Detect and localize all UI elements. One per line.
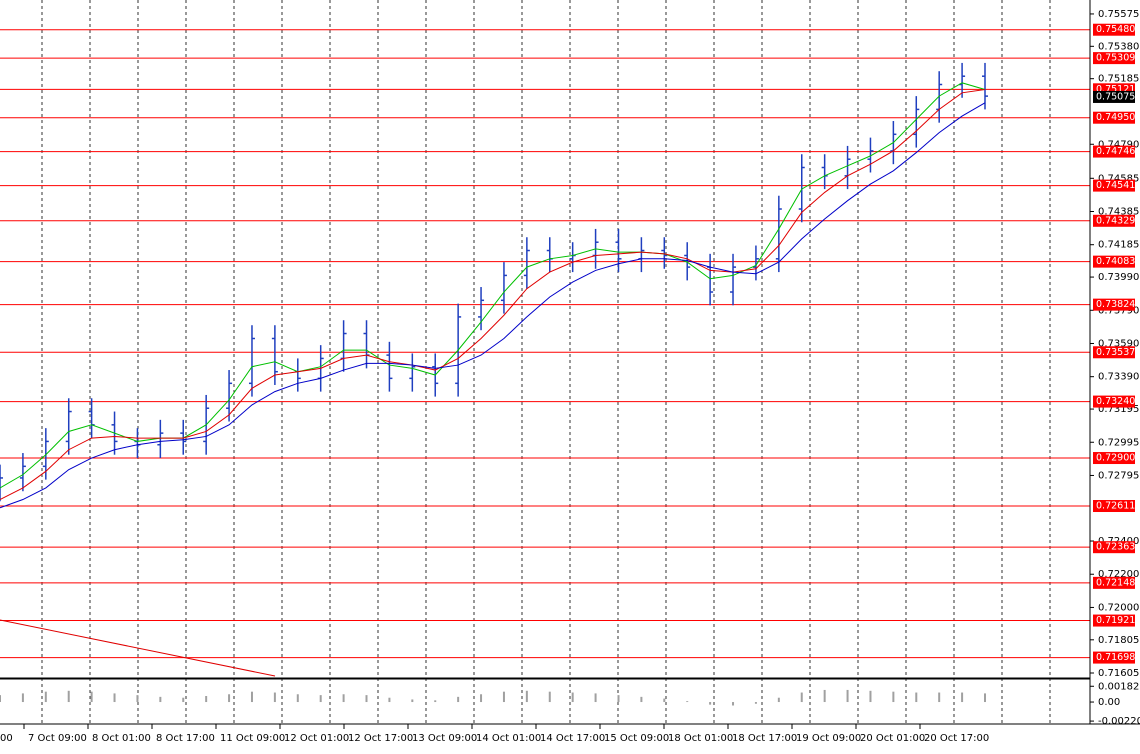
ma-line — [0, 102, 986, 509]
ma-line — [0, 88, 986, 500]
level-label-box — [1093, 541, 1135, 554]
x-tick-label: 12 Oct 17:00 — [348, 733, 413, 744]
x-tick-label: 8 Oct 17:00 — [156, 733, 215, 744]
level-label: 0.74950 — [1096, 112, 1135, 123]
y-tick-label: 0.72995 — [1098, 437, 1139, 448]
y-tick-label: 0.73590 — [1098, 338, 1139, 349]
level-label-box — [1093, 395, 1135, 408]
level-label-box — [1093, 214, 1135, 227]
level-label-box — [1093, 255, 1135, 268]
plot — [0, 62, 988, 509]
level-label-box — [1093, 346, 1135, 359]
x-tick-label: 18 Oct 17:00 — [732, 733, 797, 744]
level-label-box — [1093, 576, 1135, 589]
x-tick-label: 13 Oct 09:00 — [412, 733, 477, 744]
y-tick-label: 0.74790 — [1098, 139, 1139, 150]
last-price-box — [1093, 90, 1135, 103]
x-tick-label: 20 Oct 17:00 — [924, 733, 989, 744]
level-label-box — [1093, 23, 1135, 36]
x-tick-label: 7 Oct 09:00 — [28, 733, 87, 744]
x-tick-label: 15 Oct 09:00 — [604, 733, 669, 744]
y-tick-label: 0.74185 — [1098, 240, 1139, 251]
trend-line — [0, 619, 276, 677]
level-label: 0.75309 — [1096, 53, 1135, 64]
level-label: 0.73824 — [1096, 299, 1135, 310]
level-label: 0.74083 — [1096, 256, 1135, 267]
level-label: 0.73240 — [1096, 396, 1135, 407]
level-label: 0.73537 — [1096, 347, 1135, 358]
level-label-box — [1093, 145, 1135, 158]
x-tick-label: 11 Oct 09:00 — [220, 733, 285, 744]
y-tick-label: 0.73390 — [1098, 372, 1139, 383]
level-label-box — [1093, 298, 1135, 311]
x-tick-label: 8 Oct 01:00 — [92, 733, 151, 744]
y-tick-label: 0.74385 — [1098, 206, 1139, 217]
level-label: 0.74329 — [1096, 215, 1135, 226]
level-label: 0.74541 — [1096, 180, 1135, 191]
y-tick-label: 0.72200 — [1098, 569, 1139, 580]
last-price-label: 0.75075 — [1096, 91, 1135, 102]
level-label: 0.71698 — [1096, 652, 1135, 663]
level-label-box — [1093, 651, 1135, 664]
y-tick-label: 0.75380 — [1098, 41, 1139, 52]
level-label: 0.72900 — [1096, 453, 1135, 464]
y-tick-label: 0.73195 — [1098, 404, 1139, 415]
x-tick-label: 19 Oct 09:00 — [796, 733, 861, 744]
y-tick-label: 0.75185 — [1098, 74, 1139, 85]
level-label: 0.72611 — [1096, 501, 1135, 512]
osc-y-tick-label: -0.002204 — [1098, 716, 1140, 727]
level-label: 0.74746 — [1096, 146, 1135, 157]
level-label-box — [1093, 179, 1135, 192]
y-tick-label: 0.73790 — [1098, 305, 1139, 316]
x-tick-label: 18 Oct 01:00 — [668, 733, 733, 744]
osc-y-tick-label: 0.001825 — [1098, 681, 1140, 692]
x-tick-label: 14 Oct 17:00 — [540, 733, 605, 744]
level-label-box — [1093, 111, 1135, 124]
y-tick-label: 0.72795 — [1098, 470, 1139, 481]
level-label-box — [1093, 52, 1135, 65]
level-label-box — [1093, 614, 1135, 627]
level-label-box — [1093, 452, 1135, 465]
y-tick-label: 0.71805 — [1098, 635, 1139, 646]
y-tick-label: 0.75575 — [1098, 9, 1139, 20]
level-label: 0.72363 — [1096, 542, 1135, 553]
level-label: 0.72148 — [1096, 577, 1135, 588]
level-label: 0.71921 — [1096, 615, 1135, 626]
x-tick-label: 12 Oct 01:00 — [284, 733, 349, 744]
level-label: 0.75121 — [1096, 84, 1135, 95]
y-tick-label: 0.74585 — [1098, 173, 1139, 184]
y-tick-label: 0.73990 — [1098, 272, 1139, 283]
level-label-box — [1093, 500, 1135, 513]
osc-y-tick-label: 0.00 — [1098, 697, 1120, 708]
level-label: 0.75480 — [1096, 24, 1135, 35]
grid — [0, 0, 1090, 724]
x-tick-label: 00 — [0, 733, 13, 744]
x-tick-label: 20 Oct 01:00 — [860, 733, 925, 744]
y-tick-label: 0.71605 — [1098, 668, 1139, 679]
y-tick-label: 0.72000 — [1098, 602, 1139, 613]
x-tick-label: 14 Oct 01:00 — [476, 733, 541, 744]
